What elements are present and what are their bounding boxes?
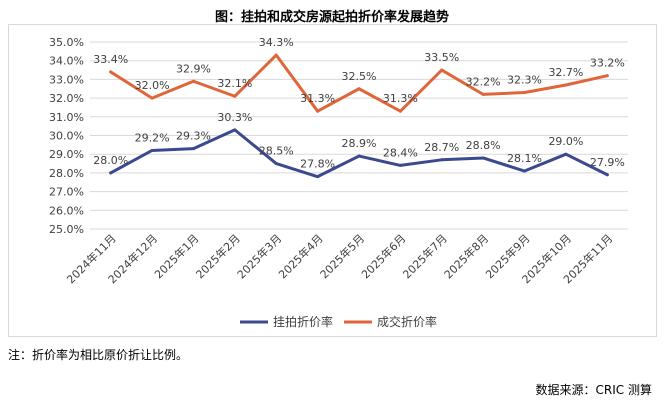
data-point bbox=[150, 148, 154, 152]
data-point bbox=[316, 175, 320, 179]
data-point bbox=[109, 171, 113, 175]
data-point bbox=[274, 162, 278, 166]
data-label: 32.0% bbox=[135, 79, 170, 92]
data-labels: 28.0% 29.2% 29.3% 30.3% 28.5% 27.8% 28.9% 28.4%… bbox=[93, 36, 625, 171]
data-point bbox=[233, 128, 237, 132]
data-label: 29.2% bbox=[135, 131, 170, 144]
y-tick-label: 32.0% bbox=[49, 92, 84, 105]
data-label: 28.9% bbox=[342, 137, 377, 150]
data-label: 29.3% bbox=[176, 130, 211, 143]
footnote: 注：折价率为相比原价折让比例。 bbox=[8, 348, 189, 362]
series-lines bbox=[109, 53, 609, 179]
data-label: 28.1% bbox=[507, 152, 542, 165]
y-tick-label: 29.0% bbox=[49, 148, 84, 161]
data-point bbox=[481, 92, 485, 96]
data-label: 28.8% bbox=[466, 139, 501, 152]
data-label: 29.0% bbox=[548, 135, 583, 148]
line-chart: 25.0% 26.0% 27.0% 28.0% 29.0% 30.0% 31.0% 32.0%… bbox=[49, 36, 628, 329]
chart-title: 图：挂拍和成交房源起拍折价率发展趋势 bbox=[214, 10, 449, 25]
data-point bbox=[357, 87, 361, 91]
data-label: 30.3% bbox=[217, 111, 252, 124]
y-tick-label: 34.0% bbox=[49, 55, 84, 68]
x-axis-ticks: 2024年11月2024年12月2025年1月2025年2月2025年3月202… bbox=[64, 231, 616, 286]
data-label: 32.7% bbox=[548, 66, 583, 79]
data-point bbox=[109, 70, 113, 74]
data-label: 33.4% bbox=[93, 53, 128, 66]
data-point bbox=[605, 173, 609, 177]
data-label: 32.1% bbox=[217, 77, 252, 90]
y-tick-label: 31.0% bbox=[49, 111, 84, 124]
chart-frame bbox=[8, 24, 657, 337]
data-label: 33.2% bbox=[590, 57, 625, 70]
y-tick-label: 25.0% bbox=[49, 223, 84, 236]
data-point bbox=[233, 94, 237, 98]
data-point bbox=[440, 158, 444, 162]
y-tick-label: 30.0% bbox=[49, 130, 84, 143]
data-label: 31.3% bbox=[300, 92, 335, 105]
data-label: 32.3% bbox=[507, 73, 542, 86]
data-label: 32.5% bbox=[342, 70, 377, 83]
data-label: 27.9% bbox=[590, 156, 625, 169]
data-label: 28.4% bbox=[383, 146, 418, 159]
y-tick-label: 28.0% bbox=[49, 167, 84, 180]
data-point bbox=[191, 79, 195, 83]
y-tick-label: 27.0% bbox=[49, 186, 84, 199]
data-source: 数据来源：CRIC 测算 bbox=[535, 383, 652, 397]
data-label: 32.9% bbox=[176, 62, 211, 75]
data-label: 28.7% bbox=[424, 141, 459, 154]
legend-label: 挂拍折价率 bbox=[273, 314, 333, 329]
legend-label: 成交折价率 bbox=[377, 314, 437, 329]
y-tick-label: 33.0% bbox=[49, 73, 84, 86]
data-label: 28.5% bbox=[259, 145, 294, 158]
legend: 挂拍折价率 成交折价率 bbox=[240, 314, 437, 329]
data-point bbox=[564, 83, 568, 87]
data-point bbox=[398, 163, 402, 167]
data-point bbox=[564, 152, 568, 156]
data-label: 27.8% bbox=[300, 158, 335, 171]
data-point bbox=[150, 96, 154, 100]
data-label: 34.3% bbox=[259, 36, 294, 49]
data-point bbox=[481, 156, 485, 160]
data-label: 33.5% bbox=[424, 51, 459, 64]
data-point bbox=[398, 109, 402, 113]
data-label: 28.0% bbox=[93, 154, 128, 167]
y-tick-label: 26.0% bbox=[49, 204, 84, 217]
y-tick-label: 35.0% bbox=[49, 36, 84, 49]
data-point bbox=[357, 154, 361, 158]
data-point bbox=[523, 169, 527, 173]
y-axis-ticks: 25.0% 26.0% 27.0% 28.0% 29.0% 30.0% 31.0% 32.0%… bbox=[49, 36, 84, 236]
data-point bbox=[191, 147, 195, 151]
data-label: 31.3% bbox=[383, 92, 418, 105]
grid-lines bbox=[90, 41, 628, 230]
data-point bbox=[274, 53, 278, 57]
data-point bbox=[605, 74, 609, 78]
data-point bbox=[316, 109, 320, 113]
data-label: 32.2% bbox=[466, 75, 501, 88]
data-point bbox=[523, 90, 527, 94]
data-point bbox=[440, 68, 444, 72]
